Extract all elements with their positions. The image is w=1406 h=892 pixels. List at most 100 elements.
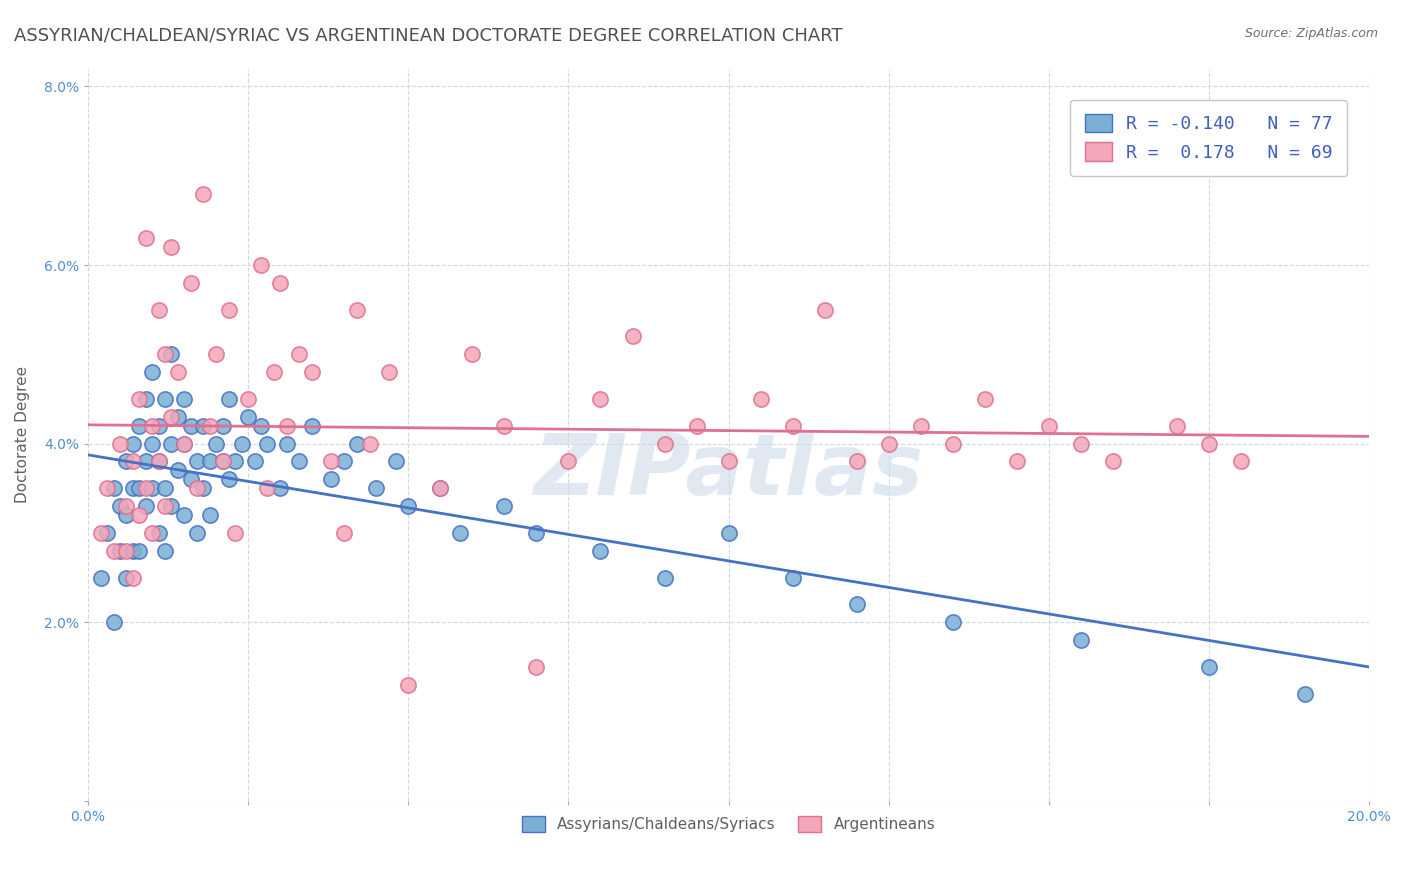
Legend: Assyrians/Chaldeans/Syriacs, Argentineans: Assyrians/Chaldeans/Syriacs, Argentinean… [509, 804, 948, 845]
Point [1070, 436, 1092, 450]
Point [269, 276, 291, 290]
Point [193, 418, 215, 433]
Point [90, 525, 112, 540]
Point [845, 598, 868, 612]
Point [115, 508, 138, 522]
Point [366, 481, 388, 495]
Point [321, 454, 343, 468]
Point [346, 436, 368, 450]
Point [449, 525, 471, 540]
Point [1070, 633, 1092, 648]
Point [429, 481, 451, 495]
Point [782, 571, 804, 585]
Point [153, 543, 176, 558]
Point [160, 436, 183, 450]
Point [160, 347, 183, 361]
Point [103, 481, 125, 495]
Point [90, 571, 112, 585]
Point [654, 436, 676, 450]
Point [211, 454, 233, 468]
Point [429, 481, 451, 495]
Point [1038, 418, 1060, 433]
Point [877, 436, 900, 450]
Point [238, 409, 260, 424]
Point [128, 508, 150, 522]
Point [814, 302, 837, 317]
Point [845, 454, 868, 468]
Point [173, 508, 195, 522]
Point [333, 525, 356, 540]
Point [173, 436, 195, 450]
Point [782, 418, 804, 433]
Point [717, 454, 740, 468]
Point [378, 365, 401, 379]
Point [135, 481, 157, 495]
Point [166, 365, 188, 379]
Point [108, 543, 131, 558]
Point [108, 436, 131, 450]
Point [141, 525, 163, 540]
Point [1230, 454, 1253, 468]
Point [263, 365, 285, 379]
Point [122, 571, 145, 585]
Point [1198, 660, 1220, 674]
Point [461, 347, 484, 361]
Point [166, 463, 188, 477]
Point [224, 525, 246, 540]
Point [153, 499, 176, 513]
Point [211, 418, 233, 433]
Point [589, 392, 612, 406]
Point [96, 525, 118, 540]
Point [128, 543, 150, 558]
Point [301, 418, 323, 433]
Point [1166, 418, 1188, 433]
Point [186, 525, 208, 540]
Point [128, 392, 150, 406]
Point [135, 499, 157, 513]
Point [108, 499, 131, 513]
Point [384, 454, 406, 468]
Point [166, 409, 188, 424]
Point [205, 347, 228, 361]
Point [198, 508, 221, 522]
Point [160, 409, 183, 424]
Point [153, 481, 176, 495]
Point [160, 499, 183, 513]
Point [218, 472, 240, 486]
Point [186, 454, 208, 468]
Point [346, 302, 368, 317]
Point [122, 436, 145, 450]
Point [135, 231, 157, 245]
Point [173, 392, 195, 406]
Point [238, 392, 260, 406]
Point [243, 454, 266, 468]
Point [115, 571, 138, 585]
Point [153, 392, 176, 406]
Point [186, 481, 208, 495]
Text: ZIPatlas: ZIPatlas [533, 430, 924, 513]
Point [205, 436, 228, 450]
Point [211, 454, 233, 468]
Point [256, 436, 278, 450]
Point [218, 302, 240, 317]
Point [1005, 454, 1028, 468]
Point [557, 454, 579, 468]
Point [224, 454, 246, 468]
Point [494, 499, 516, 513]
Point [321, 472, 343, 486]
Point [276, 436, 298, 450]
Point [103, 615, 125, 630]
Point [526, 660, 548, 674]
Point [1294, 687, 1316, 701]
Point [276, 418, 298, 433]
Point [198, 454, 221, 468]
Point [160, 240, 183, 254]
Point [218, 392, 240, 406]
Point [148, 454, 170, 468]
Point [115, 499, 138, 513]
Point [1198, 436, 1220, 450]
Point [250, 418, 273, 433]
Point [288, 454, 311, 468]
Point [141, 481, 163, 495]
Point [250, 258, 273, 272]
